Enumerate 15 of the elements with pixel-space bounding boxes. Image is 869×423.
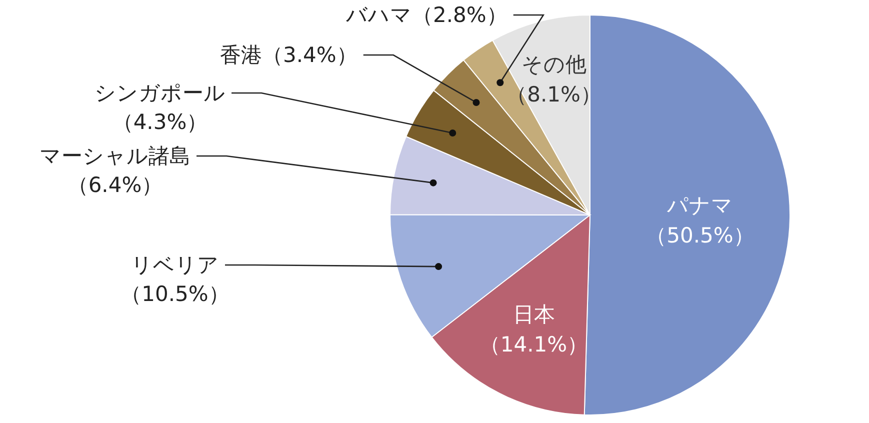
data-label: （2.8%） xyxy=(412,3,508,27)
data-label: （3.4%） xyxy=(262,43,358,67)
slice-label: マーシャル諸島 xyxy=(40,144,190,168)
data-label: （6.4%） xyxy=(67,173,163,197)
slice-label: 日本 xyxy=(512,302,555,327)
slice-label: 香港 xyxy=(220,43,262,67)
data-label: （50.5%） xyxy=(646,224,754,248)
slice-label: シンガポール xyxy=(94,81,226,105)
data-label: （4.3%） xyxy=(112,110,208,134)
data-label: （10.5%） xyxy=(120,282,230,306)
slice-label: その他 xyxy=(521,52,586,77)
slice-label: リベリア xyxy=(131,253,219,277)
data-label: （14.1%） xyxy=(479,332,588,357)
slice-label: パナマ xyxy=(666,194,733,218)
slice-label: バハマ xyxy=(345,3,412,27)
